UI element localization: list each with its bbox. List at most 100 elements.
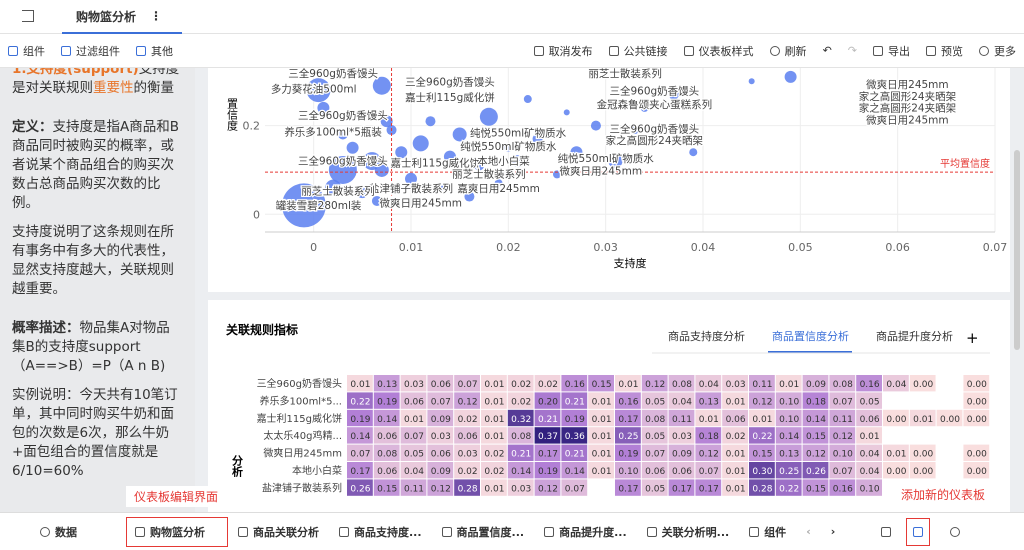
- cell-label: 0.02: [458, 415, 478, 425]
- text: 概率描述：: [12, 320, 80, 336]
- heat-cell: [802, 462, 829, 479]
- cell-label: 0.20: [538, 397, 558, 407]
- tool-link[interactable]: 公共链接: [608, 43, 668, 59]
- heat-cell: [936, 409, 963, 427]
- sheet-tab[interactable]: 购物篮分析: [126, 516, 228, 547]
- cell-label: 0.18: [806, 397, 826, 407]
- point-label: 纯悦550ml矿物质水: [470, 127, 567, 140]
- bubble: [668, 89, 679, 100]
- cell-label: 0.14: [350, 432, 370, 442]
- cell-label: 0.12: [538, 484, 558, 494]
- row-label: 太太乐40g鸡精...: [263, 429, 342, 442]
- tool-export[interactable]: 导出: [873, 43, 910, 59]
- heat-cell: [695, 479, 722, 496]
- tool-style[interactable]: 仪表板样式: [683, 43, 754, 59]
- tool-unpublish[interactable]: 取消发布: [533, 43, 593, 59]
- heat-cell: [695, 427, 722, 444]
- point-label: 家之高圆形24夹晒架: [606, 134, 704, 147]
- tool-filter[interactable]: 过滤组件: [61, 43, 120, 59]
- label: 更多: [994, 44, 1016, 58]
- row-label: 嘉士利115g威化饼: [257, 412, 342, 425]
- label: 商品支持度...: [354, 525, 422, 539]
- heat-cell: [615, 392, 641, 409]
- heat-cell: [856, 479, 882, 496]
- next-button[interactable]: ›: [830, 525, 836, 538]
- heat-cell: [615, 427, 641, 444]
- tool-redo[interactable]: ↷: [847, 44, 857, 57]
- heat-cell: [802, 392, 829, 409]
- data-tab[interactable]: 数据: [0, 519, 120, 545]
- point-label: 微爽日用245mm: [866, 113, 949, 126]
- cell-label: 0.17: [618, 415, 638, 425]
- bubble: [474, 160, 485, 171]
- tool-undo[interactable]: ↶: [822, 44, 832, 57]
- heat-cell: [427, 409, 454, 427]
- sheet-tab[interactable]: 商品关联分析: [228, 519, 329, 545]
- collapse-button[interactable]: [940, 519, 970, 545]
- heat-cell: [454, 462, 480, 479]
- tool-preview[interactable]: 预览: [926, 43, 963, 59]
- heat-cell: [347, 409, 373, 427]
- heat-cell: [400, 375, 427, 392]
- add-dashboard-button[interactable]: [906, 517, 931, 546]
- heat-cell: [856, 444, 882, 461]
- dashboard-tab[interactable]: 购物篮分析: [62, 0, 182, 34]
- point-label: 本地小白菜: [477, 155, 530, 168]
- cell-label: 0.21: [538, 415, 558, 425]
- sheet-tab[interactable]: 商品支持度...: [329, 519, 432, 545]
- cell-label: 0.17: [618, 484, 638, 494]
- cell-label: 0.03: [726, 380, 746, 390]
- cell-label: 0.01: [779, 380, 799, 390]
- heat-cell: [749, 392, 775, 409]
- add-folder-button[interactable]: [871, 519, 906, 545]
- sheet-tab[interactable]: 商品提升度...: [534, 519, 637, 545]
- tool-more[interactable]: 更多: [979, 43, 1016, 59]
- chart-tab[interactable]: 商品提升度分析: [876, 329, 953, 343]
- tab-menu[interactable]: ⋮: [150, 9, 162, 23]
- heat-cell: [722, 392, 748, 409]
- chart-title: 关联规则指标: [226, 322, 298, 337]
- sheet-tab[interactable]: 商品置信度...: [432, 519, 535, 545]
- cell-label: 0.01: [699, 415, 719, 425]
- prev-button[interactable]: ‹: [806, 525, 811, 538]
- heat-cell: [641, 462, 668, 479]
- cell-label: 0.01: [350, 380, 370, 390]
- cell-label: 0.12: [458, 397, 478, 407]
- heat-cell: [775, 462, 802, 479]
- cell-label: 0.25: [779, 467, 799, 477]
- bubble: [443, 150, 456, 163]
- tool-other[interactable]: 其他: [136, 43, 173, 59]
- cell-label: 0.16: [833, 484, 853, 494]
- label: 数据: [55, 525, 77, 539]
- tool-component[interactable]: 组件: [8, 43, 45, 59]
- heat-cell: [373, 427, 400, 444]
- tool-refresh[interactable]: 刷新: [769, 43, 807, 59]
- label: 其他: [151, 44, 173, 58]
- chart-tab[interactable]: 商品置信度分析: [772, 329, 849, 343]
- cell-label: 0.14: [511, 467, 531, 477]
- heat-cell: [615, 462, 641, 479]
- back-icon[interactable]: [22, 10, 34, 22]
- paragraph: 支持度说明了这条规则在所有事务中有多大的代表性，显然支持度越大，关联规则越重要。: [12, 223, 183, 299]
- cell-label: 0.22: [350, 397, 370, 407]
- heat-cell: [722, 444, 748, 461]
- x-tick-label: 0.01: [399, 241, 424, 254]
- bubble: [512, 155, 525, 168]
- add-tab[interactable]: +: [966, 329, 979, 347]
- bubble: [412, 135, 429, 152]
- point-label: 罐装雪碧280ml装: [276, 199, 362, 212]
- bubble: [346, 141, 359, 154]
- cell-label: 0.01: [484, 432, 504, 442]
- x-tick-label: 0.03: [593, 241, 618, 254]
- heat-cell: [373, 392, 400, 409]
- heat-cell: [454, 444, 480, 461]
- chart-tab[interactable]: 商品支持度分析: [668, 329, 745, 343]
- heat-cell: [561, 427, 588, 444]
- cell-label: 0.04: [404, 467, 424, 477]
- cell-label: 0.19: [538, 467, 558, 477]
- sheet-tab[interactable]: 组件: [739, 519, 796, 545]
- heat-cell: [507, 462, 534, 479]
- cell-label: 0.12: [752, 397, 772, 407]
- sheet-tab[interactable]: 关联分析明...: [637, 519, 740, 545]
